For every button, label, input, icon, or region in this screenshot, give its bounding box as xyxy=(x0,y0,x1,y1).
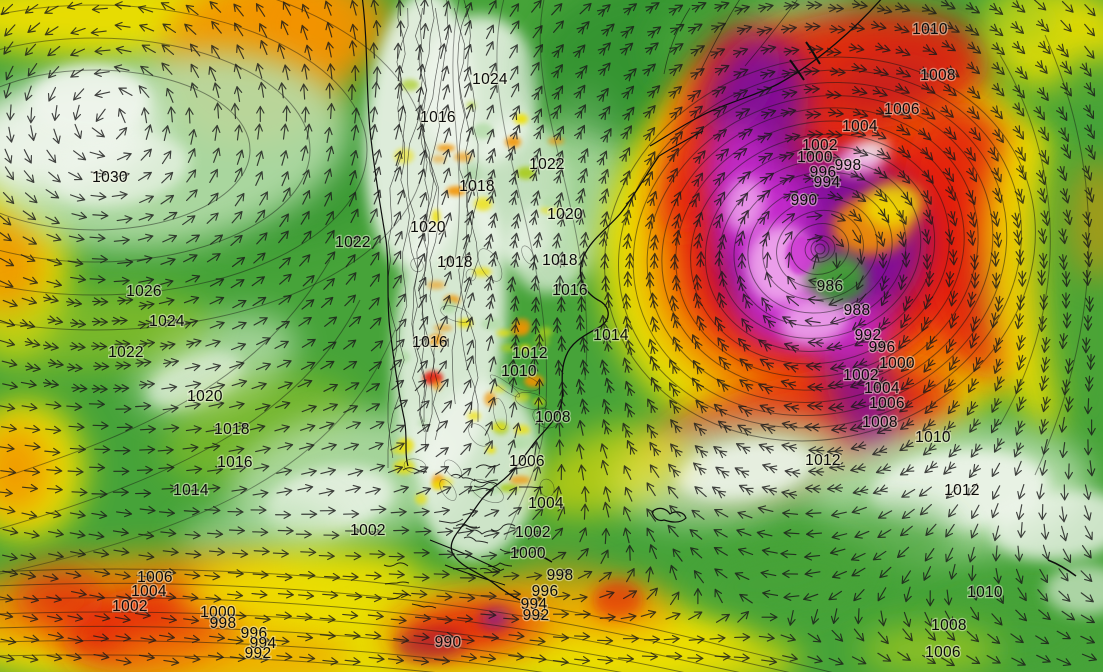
pressure-label: 1024 xyxy=(149,313,185,330)
pressure-label: 1014 xyxy=(593,327,629,344)
pressure-label: 1002 xyxy=(112,598,148,615)
pressure-label: 1010 xyxy=(967,584,1003,601)
pressure-label: 998 xyxy=(547,567,574,584)
pressure-label: 1004 xyxy=(864,380,900,397)
pressure-label: 1024 xyxy=(472,71,508,88)
pressure-label: 986 xyxy=(817,278,844,295)
pressure-label: 998 xyxy=(210,615,237,632)
pressure-label: 1008 xyxy=(535,409,571,426)
pressure-label: 1020 xyxy=(187,388,223,405)
pressure-label: 1002 xyxy=(515,524,551,541)
pressure-label: 1000 xyxy=(879,355,915,372)
pressure-label: 1008 xyxy=(862,414,898,431)
pressure-label: 1022 xyxy=(335,234,371,251)
pressure-label: 1006 xyxy=(925,644,961,661)
pressure-label: 1018 xyxy=(459,178,495,195)
pressure-label: 994 xyxy=(250,635,277,652)
pressure-label: 1006 xyxy=(884,101,920,118)
pressure-label: 1004 xyxy=(842,118,878,135)
pressure-label: 992 xyxy=(245,645,272,662)
pressure-label: 1002 xyxy=(843,367,879,384)
pressure-label: 1008 xyxy=(931,617,967,634)
pressure-label: 996 xyxy=(869,339,896,356)
pressure-label: 1006 xyxy=(509,453,545,470)
pressure-label: 1010 xyxy=(501,363,537,380)
pressure-label: 1004 xyxy=(528,495,564,512)
pressure-label: 996 xyxy=(810,164,837,181)
pressure-label: 1000 xyxy=(200,604,236,621)
pressure-label: 1030 xyxy=(92,169,128,186)
pressure-label: 990 xyxy=(435,634,462,651)
pressure-label: 1010 xyxy=(915,429,951,446)
pressure-label: 1016 xyxy=(552,282,588,299)
pressure-label: 1022 xyxy=(529,156,565,173)
pressure-label: 996 xyxy=(532,583,559,600)
pressure-label: 1002 xyxy=(350,522,386,539)
pressure-label: 998 xyxy=(835,157,862,174)
pressure-label: 1010 xyxy=(912,21,948,38)
pressure-label: 1012 xyxy=(512,345,548,362)
pressure-label: 1016 xyxy=(412,334,448,351)
pressure-label: 992 xyxy=(523,607,550,624)
pressure-label: 1020 xyxy=(410,219,446,236)
pressure-label: 1018 xyxy=(437,254,473,271)
pressure-label: 1026 xyxy=(126,283,162,300)
pressure-label: 1016 xyxy=(217,454,253,471)
pressure-label: 1012 xyxy=(805,452,841,469)
pressure-label: 1002 xyxy=(802,137,838,154)
pressure-label: 992 xyxy=(855,327,882,344)
pressure-label: 1000 xyxy=(797,149,833,166)
pressure-labels: 1030102610241022102010181016101410061004… xyxy=(91,20,1004,664)
pressure-label: 990 xyxy=(791,192,818,209)
pressure-label: 1020 xyxy=(547,206,583,223)
pressure-label: 1016 xyxy=(420,109,456,126)
pressure-label: 1018 xyxy=(542,252,578,269)
pressure-label: 994 xyxy=(521,596,548,613)
pressure-label: 988 xyxy=(844,302,871,319)
pressure-label: 1022 xyxy=(108,344,144,361)
pressure-label: 1006 xyxy=(137,569,173,586)
pressure-label: 1004 xyxy=(131,583,167,600)
pressure-label: 1014 xyxy=(173,482,209,499)
pressure-label: 1018 xyxy=(214,421,250,438)
pressure-label: 996 xyxy=(241,625,268,642)
pressure-label: 1000 xyxy=(510,545,546,562)
pressure-label: 1012 xyxy=(944,482,980,499)
pressure-label: 1006 xyxy=(869,395,905,412)
pressure-label: 1008 xyxy=(920,67,956,84)
pressure-label: 994 xyxy=(814,174,841,191)
